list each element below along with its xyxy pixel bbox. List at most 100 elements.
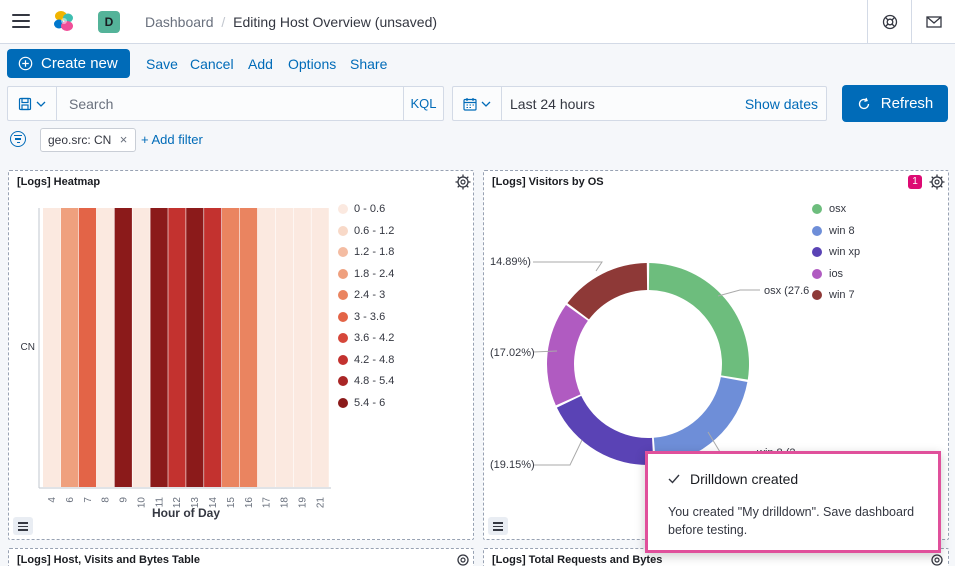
toast-message: You created "My drilldown". Save dashboa…	[668, 505, 915, 537]
filter-menu-icon[interactable]	[10, 131, 26, 147]
gear-icon[interactable]	[454, 173, 472, 191]
x-tick-label: 21	[315, 497, 326, 509]
date-range-text[interactable]: Last 24 hours	[510, 96, 595, 112]
chevron-down-icon	[36, 101, 46, 107]
kql-toggle[interactable]: KQL	[403, 87, 443, 120]
legend-item[interactable]: osx	[812, 203, 846, 215]
filter-pill[interactable]: geo.src: CN ×	[40, 128, 137, 152]
slice-label-osx: osx (27.6	[764, 285, 809, 297]
legend-item[interactable]: 1.2 - 1.8	[338, 246, 394, 258]
donut-slice-win-xp[interactable]	[556, 395, 654, 465]
newsfeed-button[interactable]	[911, 0, 955, 44]
elastic-logo[interactable]	[52, 9, 76, 33]
chevron-down-icon	[481, 101, 491, 107]
share-button[interactable]: Share	[350, 56, 388, 72]
heatmap-cell[interactable]	[204, 208, 222, 487]
drilldown-badge[interactable]: 1	[908, 175, 922, 189]
saved-query-button[interactable]	[8, 87, 57, 120]
cancel-button[interactable]: Cancel	[190, 56, 234, 72]
heatmap-cell[interactable]	[257, 208, 276, 487]
help-button[interactable]	[867, 0, 911, 44]
add-filter-button[interactable]: + Add filter	[141, 132, 203, 147]
x-tick-label: 15	[226, 497, 237, 509]
heatmap-cell[interactable]	[293, 208, 311, 487]
gear-icon[interactable]	[928, 551, 946, 566]
legend-toggle-button[interactable]	[488, 517, 508, 535]
x-tick-label: 9	[119, 497, 130, 503]
legend-label: 1.8 - 2.4	[354, 267, 395, 280]
menu-icon[interactable]	[12, 14, 30, 29]
legend-label: 4.8 - 5.4	[354, 375, 395, 387]
heatmap-cell[interactable]	[96, 208, 114, 487]
legend-toggle-button[interactable]	[13, 517, 33, 535]
legend-item[interactable]: ios	[812, 268, 843, 280]
legend-swatch	[812, 247, 822, 257]
legend-item[interactable]: 5.4 - 6	[338, 397, 385, 409]
gear-icon[interactable]	[928, 173, 946, 191]
legend-item[interactable]: 3.6 - 4.2	[338, 332, 394, 344]
donut-slice-win-8[interactable]	[653, 377, 748, 465]
legend-swatch	[812, 268, 822, 279]
legend-swatch	[338, 333, 348, 343]
legend-label: 3.6 - 4.2	[354, 332, 395, 344]
legend-item[interactable]: 1.8 - 2.4	[338, 268, 394, 280]
legend-item[interactable]: 4.2 - 4.8	[338, 354, 394, 366]
heatmap-cell[interactable]	[168, 208, 186, 487]
legend-label: ios	[829, 267, 844, 280]
heatmap-cell[interactable]	[239, 208, 258, 487]
breadcrumb: Dashboard / Editing Host Overview (unsav…	[145, 14, 437, 30]
x-tick-label: 6	[65, 497, 76, 503]
legend-label: osx	[829, 203, 847, 215]
legend-swatch	[338, 290, 348, 300]
heatmap-cell[interactable]	[43, 208, 61, 487]
date-picker: Last 24 hours Show dates	[452, 86, 827, 121]
gear-icon[interactable]	[454, 551, 472, 566]
legend-item[interactable]: win 8	[812, 225, 855, 237]
filter-bar: geo.src: CN × + Add filter	[0, 126, 955, 154]
quick-select-button[interactable]	[453, 87, 502, 120]
legend-item[interactable]: win 7	[812, 289, 855, 301]
heatmap-cell[interactable]	[78, 208, 97, 487]
breadcrumb-dashboard[interactable]: Dashboard	[145, 14, 214, 30]
toast-title: Drilldown created	[668, 471, 798, 487]
heatmap-cell[interactable]	[150, 208, 168, 487]
donut-slice-osx[interactable]	[648, 263, 749, 380]
x-axis-title: Hour of Day	[152, 506, 220, 520]
create-new-button[interactable]: Create new	[7, 49, 130, 78]
heatmap-cell[interactable]	[275, 208, 293, 487]
help-icon	[882, 14, 897, 30]
legend-item[interactable]: 2.4 - 3	[338, 289, 385, 301]
panel-title: [Logs] Visitors by OS	[492, 176, 604, 188]
space-avatar[interactable]: D	[98, 11, 120, 33]
x-tick-label: 17	[262, 497, 273, 509]
show-dates-button[interactable]: Show dates	[744, 96, 818, 112]
refresh-button[interactable]: Refresh	[842, 85, 948, 122]
drilldown-toast: Drilldown created You created "My drilld…	[645, 451, 941, 553]
heatmap-cell[interactable]	[222, 208, 240, 487]
close-icon[interactable]: ×	[119, 132, 128, 147]
options-button[interactable]: Options	[288, 56, 337, 72]
legend-item[interactable]: win xp	[812, 246, 860, 258]
panel-title: [Logs] Host, Visits and Bytes Table	[17, 554, 200, 566]
heatmap-cell[interactable]	[186, 208, 204, 487]
legend-item[interactable]: 3 - 3.6	[338, 311, 385, 323]
donut-slice-ios[interactable]	[547, 305, 588, 406]
heatmap-cell[interactable]	[132, 208, 150, 487]
legend-item[interactable]: 4.8 - 5.4	[338, 375, 394, 387]
heatmap-cell[interactable]	[114, 208, 132, 487]
x-tick-label: 10	[136, 497, 147, 509]
heatmap-cell[interactable]	[311, 208, 329, 487]
search-input[interactable]: Search	[69, 96, 114, 112]
save-button[interactable]: Save	[146, 56, 178, 72]
legend-swatch	[338, 268, 348, 279]
heatmap-cell[interactable]	[60, 208, 79, 487]
legend-item[interactable]: 0 - 0.6	[338, 203, 385, 215]
legend-item[interactable]: 0.6 - 1.2	[338, 225, 394, 237]
x-tick-label: 12	[172, 497, 183, 509]
donut-slice-win-7[interactable]	[567, 263, 648, 320]
slice-label-lines	[532, 261, 760, 466]
filter-pill-label: geo.src: CN	[48, 133, 112, 147]
add-button[interactable]: Add	[248, 56, 273, 72]
